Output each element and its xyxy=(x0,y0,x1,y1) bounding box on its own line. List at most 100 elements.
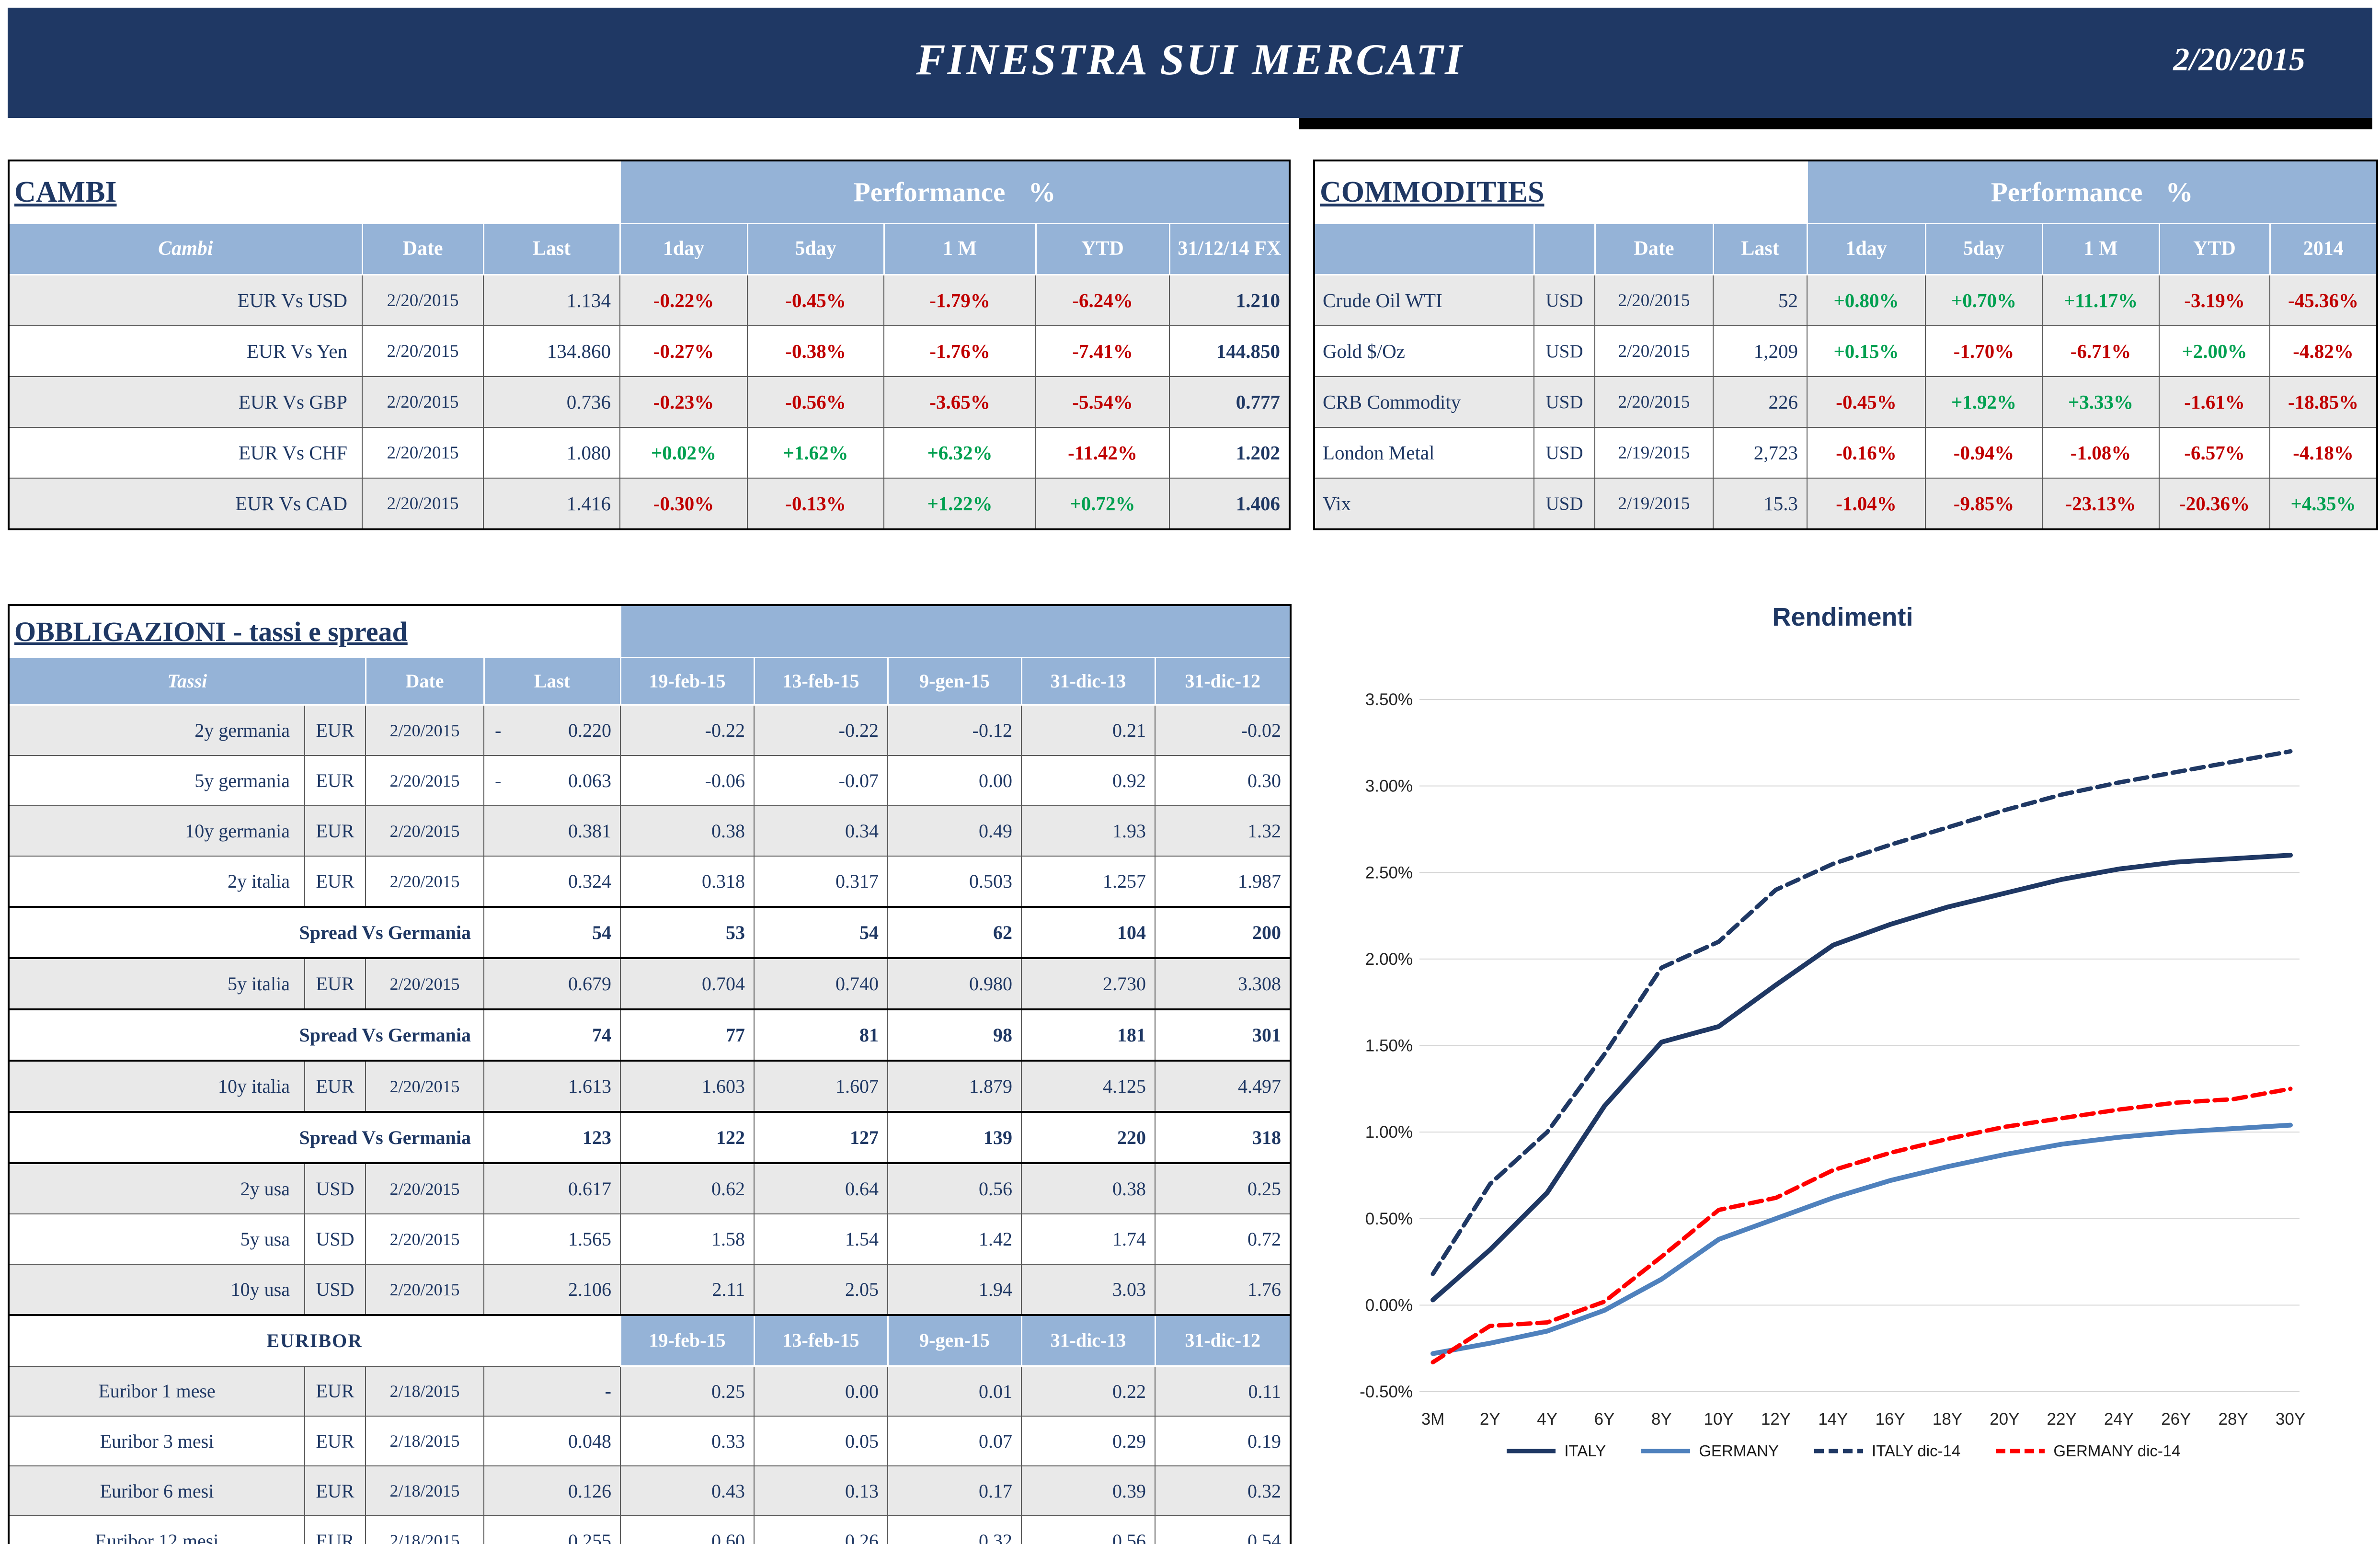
date: 2/18/2015 xyxy=(365,1465,484,1516)
y-axis-label: 0.50% xyxy=(1365,1210,1413,1228)
spread-value: 318 xyxy=(1155,1111,1291,1164)
currency: EUR xyxy=(304,1365,366,1417)
currency: USD xyxy=(304,1213,366,1265)
history-value: 0.25 xyxy=(620,1365,755,1417)
history-value: 0.19 xyxy=(1155,1416,1291,1466)
spread-last: 123 xyxy=(483,1111,621,1164)
commodity-name: Vix xyxy=(1314,478,1534,530)
history-value: 1.603 xyxy=(620,1060,755,1112)
performance-value: -1.70% xyxy=(1925,325,2043,377)
cambi-table: CAMBI Performance % Cambi Date Last 1day 5day 1… xyxy=(8,160,1291,530)
legend-label: ITALY dic-14 xyxy=(1872,1442,1961,1460)
table-row: Spread Vs Germania 74 77 81 98 181 301 xyxy=(8,1008,1291,1062)
date: 2/20/2015 xyxy=(362,325,484,377)
spread-value: 81 xyxy=(754,1008,888,1062)
table-row: Euribor 3 mesi EUR 2/18/2015 0.048 0.33 0.05 0… xyxy=(8,1416,1291,1466)
x-axis-label: 24Y xyxy=(2104,1410,2134,1429)
date: 2/19/2015 xyxy=(1594,478,1714,530)
history-value: 1.607 xyxy=(754,1060,888,1112)
currency: USD xyxy=(1533,274,1595,326)
history-value: 0.704 xyxy=(620,958,755,1010)
table-row: 5y usa USD 2/20/2015 1.565 1.58 1.54 1.42 1.74 0… xyxy=(8,1213,1291,1265)
x-axis-label: 2Y xyxy=(1480,1410,1500,1429)
last-value: 2,723 xyxy=(1713,427,1808,479)
currency: USD xyxy=(1533,376,1595,428)
history-value: 0.54 xyxy=(1155,1515,1291,1544)
history-value: 0.43 xyxy=(620,1465,755,1516)
performance-value: -6.24% xyxy=(1035,274,1170,326)
bond-name: 10y italia xyxy=(8,1060,305,1112)
performance-value: -0.22% xyxy=(619,274,748,326)
chart-legend: ITALY GERMANY ITALY dic-14 GERMANY dic-14 xyxy=(1313,1442,2372,1460)
column-header xyxy=(1313,223,1535,275)
last-value: 52 xyxy=(1713,274,1808,326)
table-row: 10y italia EUR 2/20/2015 1.613 1.603 1.607 1.8… xyxy=(8,1060,1291,1112)
legend-label: GERMANY xyxy=(1699,1442,1779,1460)
minus-sign: - xyxy=(495,770,502,791)
currency: EUR xyxy=(304,1515,366,1544)
date: 2/20/2015 xyxy=(365,704,484,756)
table-row: 2y germania EUR 2/20/2015 0.220- -0.22 -0.22-… xyxy=(8,704,1291,756)
legend-label: ITALY xyxy=(1564,1442,1606,1460)
history-value: 0.11 xyxy=(1155,1365,1291,1417)
performance-value: +0.80% xyxy=(1807,274,1926,326)
column-header: YTD xyxy=(2158,223,2271,275)
history-value: -0.22 xyxy=(620,704,755,756)
euribor-name: Euribor 3 mesi xyxy=(8,1416,305,1466)
table-row: COMMODITIES Performance % xyxy=(1314,160,2378,224)
minus-sign: - xyxy=(495,720,502,741)
last-value: 1.134 xyxy=(483,274,620,326)
last-value: 134.860 xyxy=(483,325,620,377)
legend-label: GERMANY dic-14 xyxy=(2053,1442,2181,1460)
y-axis-label: 2.50% xyxy=(1365,863,1413,882)
table-row: OBBLIGAZIONI - tassi e spread xyxy=(8,604,1292,658)
history-value: 0.13 xyxy=(754,1465,888,1516)
history-value: -0.07 xyxy=(754,755,888,806)
cambi-title: CAMBI xyxy=(8,160,620,224)
table-row: Euribor 12 mesi EUR 2/18/2015 0.255 0.60 0.26… xyxy=(8,1515,1291,1544)
report-date: 2/20/2015 xyxy=(2173,41,2305,78)
history-value: 0.17 xyxy=(887,1465,1022,1516)
performance-value: -5.54% xyxy=(1035,376,1170,428)
legend-item: ITALY xyxy=(1505,1442,1606,1460)
spread-label: Spread Vs Germania xyxy=(8,1111,484,1164)
history-value: 2.05 xyxy=(754,1264,888,1315)
date: 2/20/2015 xyxy=(365,755,484,806)
currency-pair: EUR Vs USD xyxy=(8,274,363,326)
performance-value: -0.38% xyxy=(747,325,884,377)
bond-name: 10y usa xyxy=(8,1264,305,1315)
table-row: 5y italia EUR 2/20/2015 0.679 0.704 0.740 0.98… xyxy=(8,958,1291,1010)
currency: EUR xyxy=(304,1465,366,1516)
performance-value: -18.85% xyxy=(2269,376,2378,428)
performance-value: -0.56% xyxy=(747,376,884,428)
column-header: Cambi xyxy=(8,223,363,275)
commodity-name: Crude Oil WTI xyxy=(1314,274,1534,326)
history-value: 0.56 xyxy=(1021,1515,1156,1544)
table-row: EUR Vs GBP 2/20/2015 0.736 -0.23% -0.56% -3.6… xyxy=(8,376,1290,428)
table-row: CAMBI Performance % xyxy=(8,160,1291,224)
x-axis-label: 6Y xyxy=(1594,1410,1615,1429)
last-value: 0.063- xyxy=(483,755,621,806)
last-value: 1,209 xyxy=(1713,325,1808,377)
last-value: 0.048 xyxy=(483,1416,621,1466)
x-axis-label: 28Y xyxy=(2219,1410,2248,1429)
commodity-name: London Metal xyxy=(1314,427,1534,479)
history-value: 0.34 xyxy=(754,805,888,857)
currency: EUR xyxy=(304,704,366,756)
commodities-section: COMMODITIES Performance % Date Last 1day 5day… xyxy=(1313,160,2378,530)
performance-value: -0.16% xyxy=(1807,427,1926,479)
history-value: 1.32 xyxy=(1155,805,1291,857)
date: 2/20/2015 xyxy=(362,376,484,428)
column-header: 19-feb-15 xyxy=(619,657,755,706)
performance-value: -0.45% xyxy=(1807,376,1926,428)
spread-value: 62 xyxy=(887,906,1022,959)
fx-reference: 144.850 xyxy=(1169,325,1290,377)
report-header: FINESTRA SUI MERCATI 2/20/2015 xyxy=(8,8,2372,118)
euribor-name: Euribor 12 mesi xyxy=(8,1515,305,1544)
column-header: 5day xyxy=(1924,223,2043,275)
history-value: 0.56 xyxy=(887,1163,1022,1214)
history-value: 0.740 xyxy=(754,958,888,1010)
last-value: 0.126 xyxy=(483,1465,621,1516)
performance-value: -6.57% xyxy=(2159,427,2270,479)
table-row: Spread Vs Germania 123 122 127 139 220 318 xyxy=(8,1111,1291,1164)
